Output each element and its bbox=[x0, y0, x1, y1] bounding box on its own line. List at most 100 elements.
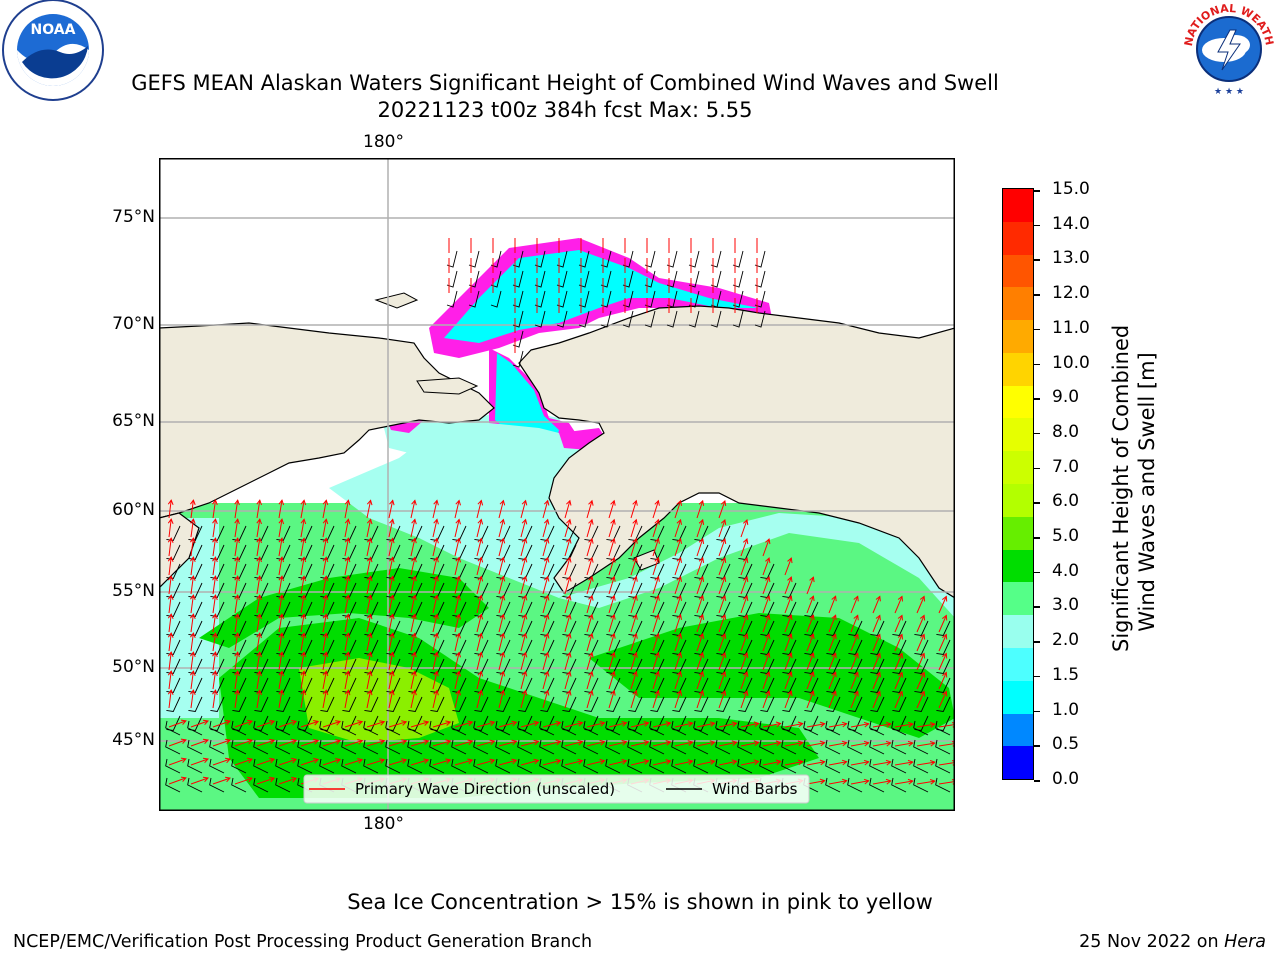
wind-barb bbox=[188, 677, 203, 693]
wave-direction-arrow bbox=[586, 652, 593, 671]
wave-direction-arrowhead bbox=[256, 537, 262, 544]
wave-direction-arrow bbox=[608, 576, 615, 595]
wave-direction-arrow bbox=[278, 720, 297, 728]
wave-direction-arrow bbox=[630, 722, 649, 728]
wind-barb bbox=[188, 620, 203, 636]
wind-barb bbox=[561, 758, 577, 774]
wave-direction-arrow bbox=[630, 538, 637, 557]
wave-direction-arrow bbox=[608, 595, 615, 614]
wave-direction-arrowhead bbox=[300, 670, 307, 677]
wind-barb bbox=[188, 525, 203, 541]
wind-barb bbox=[913, 720, 929, 736]
wave-direction-arrowhead bbox=[167, 499, 174, 505]
wave-direction-arrow bbox=[674, 690, 682, 709]
wave-direction-arrowhead bbox=[313, 758, 320, 764]
wind-barb bbox=[276, 696, 291, 712]
wave-direction-arrowhead bbox=[765, 576, 771, 583]
wave-direction-arrowhead bbox=[765, 614, 771, 621]
wave-direction-arrowhead bbox=[841, 778, 848, 785]
wind-barb bbox=[781, 720, 797, 736]
wave-direction-arrowhead bbox=[709, 721, 716, 727]
wave-direction-arrow bbox=[256, 671, 261, 690]
wave-direction-arrow bbox=[564, 722, 583, 728]
wave-direction-arrowhead bbox=[566, 651, 572, 658]
wave-direction-arrowhead bbox=[543, 594, 550, 601]
wave-direction-arrowhead bbox=[167, 670, 174, 676]
wave-direction-arrow bbox=[190, 538, 194, 557]
wind-barb bbox=[165, 720, 181, 736]
wave-direction-arrow bbox=[916, 672, 925, 690]
wave-direction-arrow bbox=[388, 538, 394, 557]
wave-direction-arrow bbox=[278, 739, 297, 747]
wave-direction-arrow bbox=[674, 652, 682, 671]
wave-direction-arrowhead bbox=[433, 575, 439, 582]
wave-direction-arrowhead bbox=[212, 613, 218, 620]
wave-direction-arrow bbox=[388, 614, 394, 633]
wave-direction-arrow bbox=[212, 614, 216, 633]
wave-direction-arrowhead bbox=[269, 776, 276, 783]
wave-direction-arrowhead bbox=[863, 778, 870, 785]
wave-direction-arrowhead bbox=[566, 556, 572, 563]
wave-direction-arrow bbox=[498, 595, 504, 614]
wave-direction-arrowhead bbox=[787, 690, 793, 697]
wind-barb bbox=[298, 696, 313, 712]
wave-direction-arrow bbox=[168, 538, 172, 557]
wind-barb bbox=[495, 758, 511, 774]
wave-direction-arrowhead bbox=[291, 719, 298, 726]
wave-direction-arrowhead bbox=[477, 499, 484, 506]
colorbar-tick-mark bbox=[1034, 363, 1040, 366]
wave-direction-arrowhead bbox=[599, 720, 606, 727]
wave-direction-arrowhead bbox=[698, 575, 705, 582]
wave-direction-arrowhead bbox=[234, 537, 240, 544]
wave-direction-arrow bbox=[322, 557, 327, 576]
wave-direction-arrowhead bbox=[511, 720, 518, 727]
wave-direction-arrow bbox=[410, 759, 429, 766]
wind-barb bbox=[188, 639, 203, 655]
wave-direction-arrowhead bbox=[897, 690, 903, 697]
wave-direction-arrow bbox=[894, 691, 903, 709]
wind-barb bbox=[408, 696, 423, 712]
wind-barb bbox=[452, 696, 467, 712]
wave-direction-arrowhead bbox=[256, 632, 262, 639]
wind-barb bbox=[715, 720, 731, 736]
wave-direction-arrowhead bbox=[322, 556, 329, 563]
wave-direction-arrowhead bbox=[366, 613, 373, 620]
wave-direction-arrowhead bbox=[521, 651, 528, 658]
wave-direction-arrow bbox=[938, 596, 947, 614]
wave-direction-arrowhead bbox=[698, 670, 705, 677]
wave-direction-arrowhead bbox=[278, 613, 285, 620]
wave-direction-arrow bbox=[520, 671, 527, 690]
wave-direction-arrowhead bbox=[929, 741, 936, 747]
map-frame bbox=[159, 158, 955, 811]
wave-direction-arrow bbox=[322, 740, 341, 747]
wave-direction-arrowhead bbox=[897, 595, 903, 602]
wave-direction-arrow bbox=[168, 671, 172, 690]
wind-barb bbox=[605, 720, 621, 736]
wave-direction-arrowhead bbox=[411, 613, 417, 620]
wave-direction-arrowhead bbox=[521, 632, 528, 639]
wave-direction-arrowhead bbox=[885, 721, 892, 728]
wave-direction-arrowhead bbox=[632, 537, 638, 544]
wind-barb bbox=[781, 758, 797, 774]
wave-direction-arrowhead bbox=[566, 537, 572, 544]
wave-direction-arrow bbox=[234, 652, 239, 671]
wave-direction-arrow bbox=[344, 671, 349, 690]
wind-barb bbox=[254, 601, 269, 617]
wave-direction-arrow bbox=[300, 720, 319, 728]
wave-direction-arrowhead bbox=[234, 556, 240, 563]
wave-direction-arrowhead bbox=[797, 721, 804, 728]
colorbar-segment bbox=[1003, 451, 1033, 485]
wave-direction-arrow bbox=[388, 557, 394, 576]
wind-barb bbox=[848, 677, 863, 693]
wave-direction-arrow bbox=[234, 671, 239, 690]
wave-direction-arrowhead bbox=[278, 651, 285, 658]
wave-direction-arrowhead bbox=[278, 689, 285, 696]
wave-direction-arrowhead bbox=[742, 652, 749, 659]
colorbar-tick-label: 0.0 bbox=[1052, 769, 1080, 789]
wind-barb bbox=[754, 310, 766, 328]
wave-direction-arrow bbox=[498, 652, 504, 671]
wind-barb bbox=[914, 620, 929, 636]
wave-direction-arrow bbox=[498, 500, 504, 519]
wind-barb bbox=[914, 677, 929, 693]
wave-direction-arrow bbox=[432, 614, 438, 633]
